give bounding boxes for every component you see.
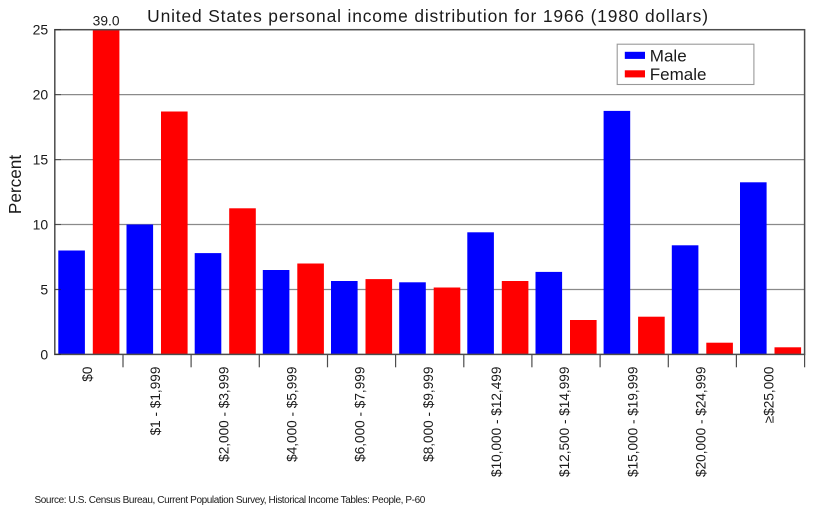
svg-text:25: 25 bbox=[33, 22, 49, 38]
svg-text:$10,000 - $12,499: $10,000 - $12,499 bbox=[489, 367, 504, 477]
svg-text:United States personal income: United States personal income distributi… bbox=[147, 6, 709, 26]
svg-text:20: 20 bbox=[33, 87, 49, 103]
svg-text:5: 5 bbox=[40, 282, 48, 298]
svg-text:≥$25,000: ≥$25,000 bbox=[762, 366, 777, 423]
svg-text:$4,000 - $5,999: $4,000 - $5,999 bbox=[285, 367, 300, 462]
svg-text:10: 10 bbox=[33, 217, 49, 233]
svg-text:Percent: Percent bbox=[5, 155, 25, 214]
svg-text:0: 0 bbox=[40, 346, 48, 362]
svg-text:$20,000 - $24,999: $20,000 - $24,999 bbox=[694, 367, 709, 477]
svg-text:Female: Female bbox=[650, 65, 707, 84]
svg-text:Source: U.S. Census Bureau, Cu: Source: U.S. Census Bureau, Current Popu… bbox=[35, 495, 426, 506]
svg-text:$1 - $1,999: $1 - $1,999 bbox=[148, 367, 163, 436]
svg-text:$2,000 - $3,999: $2,000 - $3,999 bbox=[216, 367, 231, 462]
svg-text:39.0: 39.0 bbox=[93, 14, 120, 29]
svg-text:$8,000 - $9,999: $8,000 - $9,999 bbox=[421, 367, 436, 462]
svg-text:$15,000 - $19,999: $15,000 - $19,999 bbox=[625, 367, 640, 477]
svg-text:$0: $0 bbox=[80, 366, 95, 382]
svg-text:15: 15 bbox=[33, 152, 49, 168]
svg-text:$6,000 - $7,999: $6,000 - $7,999 bbox=[353, 367, 368, 462]
svg-text:Male: Male bbox=[650, 46, 687, 65]
svg-text:$12,500 - $14,999: $12,500 - $14,999 bbox=[557, 367, 572, 477]
